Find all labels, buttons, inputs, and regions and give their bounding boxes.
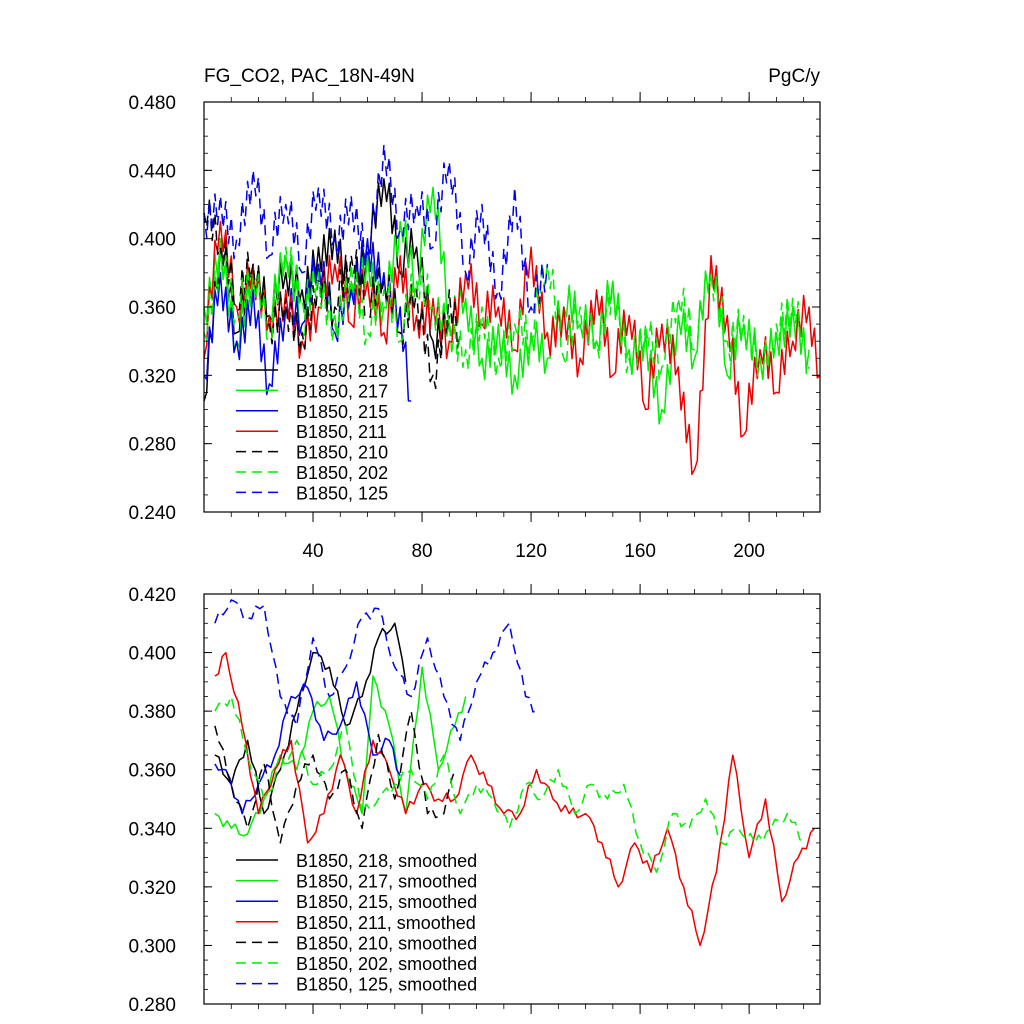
top-panel-title: FG_CO2, PAC_18N-49N	[204, 66, 415, 87]
series-line-top-5	[203, 246, 810, 381]
y-tick-label: 0.320	[128, 366, 176, 387]
series-line-bottom-4	[214, 710, 456, 844]
series-line-bottom-3	[214, 651, 816, 947]
y-tick-label: 0.480	[128, 93, 176, 114]
legend-label: B1850, 202, smoothed	[296, 954, 477, 974]
legend-label: B1850, 215, smoothed	[296, 892, 477, 912]
y-tick-label: 0.280	[128, 995, 176, 1016]
y-tick-label: 0.360	[128, 298, 176, 319]
y-tick-label: 0.420	[128, 585, 176, 606]
legend-label: B1850, 218, smoothed	[296, 851, 477, 871]
legend-label: B1850, 217	[296, 381, 388, 401]
y-tick-label: 0.380	[128, 702, 176, 723]
legend-label: B1850, 215	[296, 402, 388, 422]
series-line-bottom-2	[214, 681, 401, 815]
y-tick-label: 0.320	[128, 878, 176, 899]
legend-label: B1850, 202	[296, 463, 388, 483]
legend-label: B1850, 125	[296, 483, 388, 503]
y-tick-label: 0.360	[128, 761, 176, 782]
y-tick-label: 0.400	[128, 230, 176, 251]
legend-label: B1850, 217, smoothed	[296, 872, 477, 892]
y-tick-label: 0.300	[128, 936, 176, 957]
y-tick-label: 0.240	[128, 503, 176, 524]
top-panel: FG_CO2, PAC_18N-49N PgC/y 0.240 0.280 0.32…	[128, 66, 821, 562]
legend-label: B1850, 210	[296, 443, 388, 463]
x-tick-label: 160	[624, 541, 656, 562]
y-tick-label: 0.340	[128, 819, 176, 840]
series-line-top-2	[203, 237, 412, 402]
legend-label: B1850, 125, smoothed	[296, 975, 477, 995]
series-line-bottom-5	[214, 695, 805, 873]
legend-label: B1850, 211, smoothed	[296, 913, 476, 933]
legend-label: B1850, 211	[296, 422, 387, 442]
legend-label: B1850, 210, smoothed	[296, 933, 477, 953]
series-line-top-4	[203, 198, 461, 390]
legend-label: B1850, 218	[296, 361, 388, 381]
y-tick-label: 0.280	[128, 435, 176, 456]
x-tick-label: 40	[302, 541, 323, 562]
bottom-panel: 0.280 0.300 0.320 0.340 0.360 0.380 0.400 0.420…	[128, 584, 821, 1016]
series-line-top-6	[203, 143, 549, 316]
y-tick-label: 0.440	[128, 161, 176, 182]
x-tick-label: 200	[733, 541, 765, 562]
top-panel-units: PgC/y	[768, 66, 820, 87]
y-tick-label: 0.400	[128, 644, 176, 665]
series-line-bottom-1	[214, 666, 467, 837]
series-line-bottom-6	[214, 599, 537, 742]
series-line-bottom-0	[214, 622, 407, 815]
x-tick-label: 80	[411, 541, 432, 562]
x-tick-label: 120	[515, 541, 547, 562]
